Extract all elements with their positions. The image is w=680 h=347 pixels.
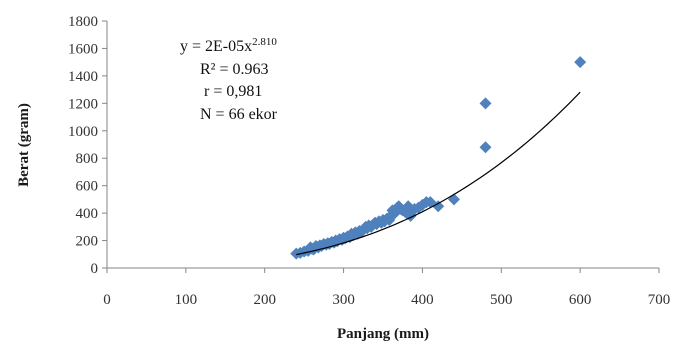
data-points — [290, 56, 587, 260]
equation-base: y = 2E-05x — [180, 38, 252, 55]
trendline — [296, 91, 581, 256]
y-tick-label: 1600 — [68, 41, 98, 57]
data-point — [479, 97, 492, 110]
y-tick-label: 1400 — [68, 69, 98, 85]
x-tick-label: 500 — [490, 292, 513, 308]
data-point — [574, 56, 587, 69]
equation-exponent: 2.810 — [252, 36, 277, 48]
y-tick-label: 1200 — [68, 96, 98, 112]
x-tick-label: 600 — [569, 292, 592, 308]
x-tick-label: 300 — [332, 292, 355, 308]
y-tick-label: 400 — [76, 206, 99, 222]
y-tick-label: 1000 — [68, 124, 98, 140]
equation-annotation: y = 2E-05x2.810 R² = 0.963 r = 0,981 N =… — [180, 36, 278, 123]
y-tick-label: 0 — [91, 261, 99, 277]
data-point — [447, 193, 460, 206]
y-axis-title: Berat (gram) — [16, 103, 32, 187]
y-axis: 0 200 400 600 800 1000 1200 1400 1600 1800 — [68, 14, 108, 277]
r-label: r = 0,981 — [204, 83, 262, 100]
r-squared-label: R² = 0.963 — [200, 61, 269, 78]
equation-line: y = 2E-05x2.810 — [180, 36, 277, 55]
data-point — [432, 200, 445, 213]
data-point — [424, 196, 437, 209]
x-axis: 0 100 200 300 400 500 600 700 — [103, 267, 671, 308]
x-tick-label: 200 — [253, 292, 276, 308]
y-tick-label: 600 — [76, 179, 99, 195]
x-axis-title: Panjang (mm) — [337, 326, 429, 342]
data-point — [479, 141, 492, 154]
y-tick-label: 200 — [76, 234, 99, 250]
x-tick-label: 400 — [411, 292, 434, 308]
y-tick-label: 800 — [76, 151, 99, 167]
x-tick-label: 0 — [103, 292, 111, 308]
x-tick-label: 100 — [175, 292, 198, 308]
y-tick-label: 1800 — [68, 14, 98, 30]
x-tick-label: 700 — [648, 292, 671, 308]
n-label: N = 66 ekor — [200, 106, 278, 123]
